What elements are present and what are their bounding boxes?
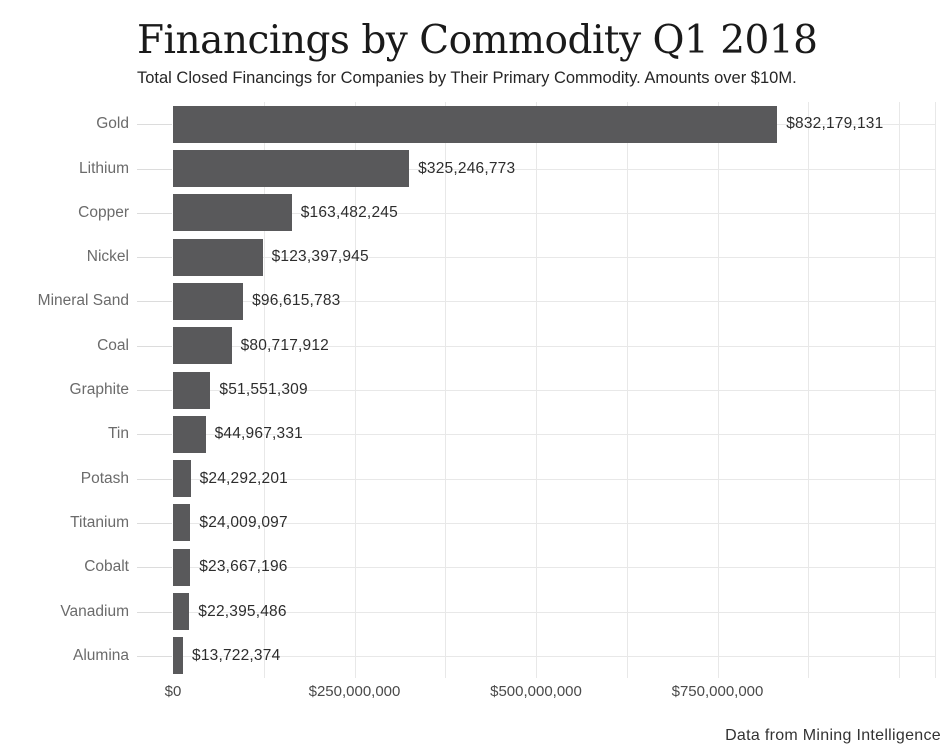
gridline-horizontal <box>173 390 935 391</box>
value-label: $163,482,245 <box>300 203 398 221</box>
gridline-horizontal <box>173 345 935 347</box>
bar-copper <box>173 194 292 232</box>
gridline-horizontal <box>173 434 935 436</box>
category-tick <box>137 434 172 436</box>
bar-coal <box>173 327 232 365</box>
value-label: $24,292,201 <box>199 469 288 487</box>
category-label: Copper <box>78 203 129 221</box>
gridline-horizontal <box>173 168 935 170</box>
value-label: $123,397,945 <box>271 248 369 266</box>
bar-gold <box>173 105 778 143</box>
value-label: $23,667,196 <box>199 558 288 576</box>
category-tick <box>137 212 172 214</box>
category-label: Potash <box>80 469 129 487</box>
value-label: $80,717,912 <box>240 336 329 354</box>
x-axis-label: $500,000,000 <box>490 683 582 700</box>
gridline-horizontal <box>173 567 935 569</box>
data-source-credit: Data from Mining Intelligence <box>725 727 941 744</box>
x-axis-label: $0 <box>164 683 182 700</box>
category-label: Graphite <box>69 381 129 398</box>
bar-vanadium <box>173 593 190 630</box>
category-tick <box>137 522 172 524</box>
chart-subtitle: Total Closed Financings for Companies by… <box>137 69 797 87</box>
category-tick <box>137 478 172 480</box>
category-label: Coal <box>97 336 129 354</box>
category-label: Nickel <box>86 248 129 266</box>
value-label: $24,009,097 <box>199 513 288 531</box>
category-tick <box>137 390 172 391</box>
value-label: $325,246,773 <box>418 159 516 177</box>
bar-mineral-sand <box>173 282 244 320</box>
bar-lithium <box>173 150 410 187</box>
category-tick <box>137 168 172 170</box>
category-label: Alumina <box>73 646 129 664</box>
gridline-horizontal <box>173 301 935 303</box>
value-label: $22,395,486 <box>198 602 287 620</box>
category-label: Tin <box>108 425 129 443</box>
category-label: Gold <box>96 115 129 133</box>
value-label: $13,722,374 <box>192 646 281 664</box>
gridline-horizontal <box>173 522 935 524</box>
category-tick <box>137 124 172 126</box>
chart-title: Financings by Commodity Q1 2018 <box>137 18 818 63</box>
bar-potash <box>173 460 191 498</box>
category-tick <box>137 567 172 569</box>
bar-titanium <box>173 504 191 542</box>
category-label: Cobalt <box>84 558 129 576</box>
value-label: $51,551,309 <box>219 381 308 398</box>
gridline-horizontal <box>173 655 935 657</box>
bar-cobalt <box>173 548 191 586</box>
gridline-horizontal <box>173 611 935 613</box>
category-tick <box>137 345 172 347</box>
x-axis-label: $750,000,000 <box>671 683 764 700</box>
category-label: Lithium <box>79 159 129 177</box>
bar-tin <box>173 415 206 453</box>
category-tick <box>137 257 172 259</box>
value-label: $44,967,331 <box>214 425 303 443</box>
gridline-horizontal <box>173 478 935 480</box>
bar-graphite <box>173 371 211 409</box>
category-label: Vanadium <box>60 602 129 620</box>
plot-area: $832,179,131 $325,246,773 $163,482,245 $123… <box>173 102 936 678</box>
category-tick <box>137 611 172 613</box>
value-label: $96,615,783 <box>252 292 341 310</box>
gridline-horizontal <box>173 257 935 259</box>
category-label: Titanium <box>70 513 129 531</box>
bar-nickel <box>173 238 263 276</box>
gridline-horizontal <box>173 212 935 214</box>
x-axis-label: $250,000,000 <box>308 683 401 700</box>
category-tick <box>137 301 172 303</box>
bar-alumina <box>173 637 183 675</box>
category-tick <box>137 655 172 657</box>
value-label: $832,179,131 <box>786 115 884 133</box>
category-label: Mineral Sand <box>37 292 129 310</box>
